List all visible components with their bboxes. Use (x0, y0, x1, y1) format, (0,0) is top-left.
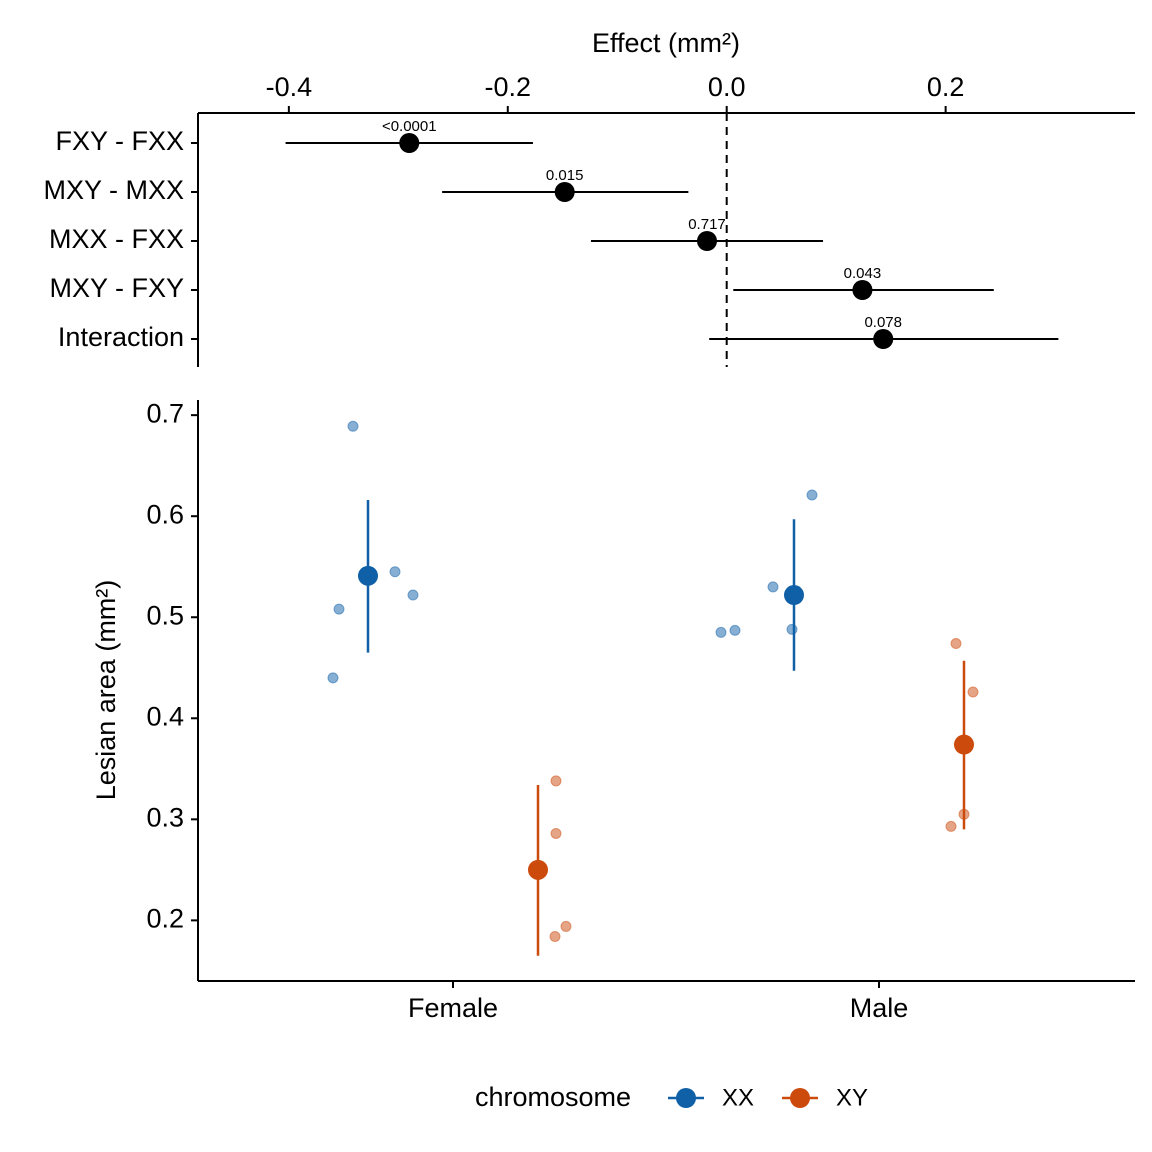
legend-label: XX (722, 1084, 754, 1111)
raw-point (347, 420, 359, 432)
raw-point (715, 626, 727, 638)
x-tick-label: 0.0 (708, 72, 746, 102)
raw-point (549, 931, 561, 943)
raw-point (786, 623, 798, 635)
point (852, 280, 873, 300)
raw-point (945, 820, 957, 832)
raw-point (550, 827, 562, 839)
y-tick-label: 0.5 (146, 600, 184, 630)
y-tick-label: MXY - MXX (43, 175, 184, 205)
raw-point (967, 686, 979, 698)
legend-key-point (676, 1088, 696, 1108)
legend-key-point (790, 1088, 810, 1108)
raw-point (729, 624, 741, 636)
y-tick-label: 0.3 (146, 802, 184, 832)
point (554, 182, 575, 202)
y-tick-label: 0.6 (146, 499, 184, 529)
y-tick-label: MXX - FXX (49, 224, 184, 254)
raw-point (767, 581, 779, 593)
raw-point (560, 920, 572, 932)
y-tick-label: MXY - FXY (49, 273, 184, 303)
raw-point (950, 638, 962, 650)
mean-point (358, 565, 378, 586)
p-value-label: 0.078 (864, 314, 902, 331)
point (697, 231, 718, 251)
y-axis-title: Lesian area (mm²) (91, 580, 121, 801)
raw-point (389, 566, 401, 578)
mean-point (784, 585, 804, 606)
raw-point (550, 775, 562, 787)
p-value-label: 0.717 (688, 216, 726, 233)
point (399, 133, 420, 153)
legend-title: chromosome (475, 1082, 631, 1112)
y-tick-label: Interaction (58, 322, 184, 352)
p-value-label: 0.015 (546, 167, 584, 184)
raw-point (806, 489, 818, 501)
raw-point (333, 603, 345, 615)
raw-point (407, 589, 419, 601)
y-tick-label: 0.2 (146, 903, 184, 933)
y-tick-label: FXY - FXX (55, 126, 184, 156)
x-tick-label: -0.4 (266, 72, 313, 102)
top-x-axis-title: Effect (mm²) (592, 28, 740, 58)
raw-point (327, 672, 339, 684)
p-value-label: <0.0001 (382, 118, 437, 135)
x-tick-label: -0.2 (485, 72, 532, 102)
x-tick-label: Male (850, 993, 909, 1023)
p-value-label: 0.043 (844, 265, 882, 282)
x-tick-label: 0.2 (927, 72, 965, 102)
mean-point (528, 859, 548, 880)
y-tick-label: 0.7 (146, 398, 184, 428)
y-tick-label: 0.4 (146, 701, 184, 731)
mean-point (954, 734, 974, 755)
x-tick-label: Female (408, 993, 498, 1023)
point (873, 329, 894, 349)
legend-label: XY (836, 1084, 868, 1111)
